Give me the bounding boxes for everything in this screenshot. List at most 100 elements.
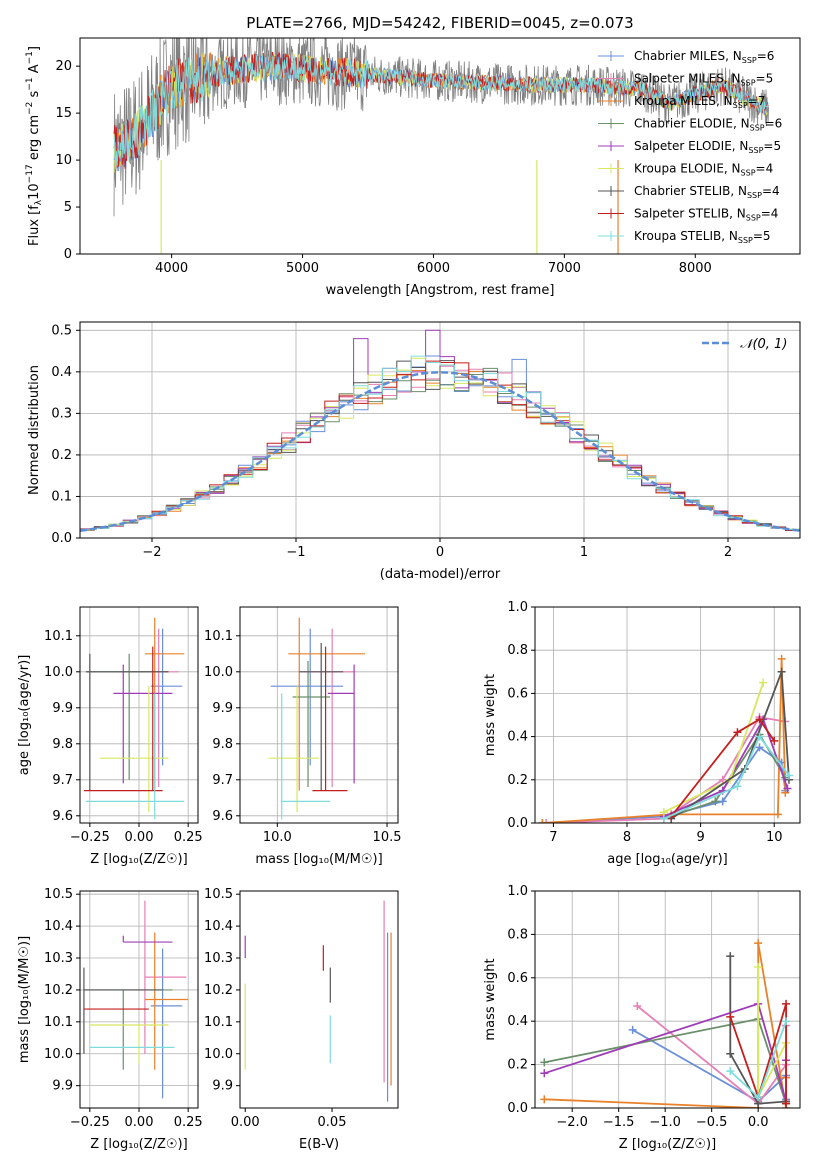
p5-x-tick-label: 10 bbox=[766, 830, 783, 845]
weight-marker-kroupa-stelib bbox=[755, 732, 764, 741]
weight-marker-kroupa-stelib bbox=[784, 771, 793, 780]
weight-line-salpeter-stelib bbox=[670, 718, 775, 818]
histogram-y-axis-label: Normed distribution bbox=[27, 365, 42, 495]
p8-x-tick-label: 0.0 bbox=[748, 1115, 769, 1130]
p5-y-tick-label: 1.0 bbox=[507, 600, 528, 615]
p5-x-tick-label: 7 bbox=[549, 830, 557, 845]
p6-x-tick-label: 0.25 bbox=[174, 1115, 203, 1130]
residual-histogram-panel: −2 −1 0 1 2 0.0 0.1 0.2 0.3 0.4 0.5 (data-model)/e… bbox=[27, 321, 801, 582]
p4-y-tick-label: 9.8 bbox=[212, 737, 233, 752]
spectrum-axes-frame bbox=[79, 37, 801, 255]
p4-y-tick-label: 9.9 bbox=[212, 701, 233, 716]
p8-y-tick-label: 0.8 bbox=[507, 927, 528, 942]
p7-marks bbox=[244, 900, 392, 1102]
p8-y-tick-label: 0.6 bbox=[507, 971, 528, 986]
weight-line-salpeter-miles bbox=[545, 716, 786, 823]
spectrum-y-tick-label: 20 bbox=[55, 59, 72, 74]
weight-line-salpeter-stelib bbox=[729, 1003, 787, 1104]
p8-x-tick-label: −1.0 bbox=[649, 1115, 681, 1130]
spectrum-x-tick-label: 6000 bbox=[417, 261, 450, 276]
legend-label-kroupa-stelib: Kroupa STELIB, NSSP=5 bbox=[634, 229, 771, 245]
weight-line-kroupa-stelib bbox=[663, 734, 790, 820]
p3-y-tick-label: 9.6 bbox=[52, 809, 73, 824]
p7-y-tick-label: 10.4 bbox=[204, 919, 233, 934]
weight-vs-age-panel: 7 8 9 10 0.0 0.2 0.4 0.6 0.8 1.0 age [log₁₀(age/yr… bbox=[483, 600, 801, 867]
legend-label-salpeter-stelib: Salpeter STELIB, NSSP=4 bbox=[634, 207, 778, 223]
p4-axes-frame bbox=[239, 606, 399, 824]
p3-y-tick-label: 9.8 bbox=[52, 737, 73, 752]
p6-y-axis-label: mass [log₁₀(M/M☉)] bbox=[17, 936, 32, 1063]
p7-y-tick-label: 10.0 bbox=[204, 1047, 233, 1062]
p8-y-tick-label: 0.2 bbox=[507, 1058, 528, 1073]
weight-marker-kroupa-stelib bbox=[782, 1017, 791, 1026]
p7-y-tick-label: 10.5 bbox=[204, 887, 233, 902]
p6-y-tick-label: 9.9 bbox=[52, 1079, 73, 1094]
weight-marker-chabrier-miles bbox=[628, 1025, 637, 1034]
p5-y-tick-label: 0.4 bbox=[507, 730, 528, 745]
histogram-ticks: −2 −1 0 1 2 0.0 0.1 0.2 0.3 0.4 0.5 bbox=[51, 323, 732, 560]
spectrum-y-tick-label: 10 bbox=[55, 153, 72, 168]
p8-y-tick-label: 0.4 bbox=[507, 1014, 528, 1029]
weight-marker-salpeter-stelib bbox=[733, 728, 742, 737]
weight-marker-kroupa-miles bbox=[773, 810, 782, 819]
weight-marker-salpeter-stelib bbox=[755, 715, 764, 724]
weight-marker-kroupa-miles bbox=[781, 788, 790, 797]
spectrum-title: PLATE=2766, MJD=54242, FIBERID=0045, z=0… bbox=[246, 14, 633, 32]
p3-y-tick-label: 10.1 bbox=[44, 629, 73, 644]
p5-marks bbox=[538, 654, 793, 823]
p8-y-tick-label: 1.0 bbox=[507, 884, 528, 899]
p6-marks bbox=[83, 900, 189, 1099]
p7-y-tick-label: 10.1 bbox=[204, 1015, 233, 1030]
p7-y-tick-label: 10.2 bbox=[204, 983, 233, 998]
histogram-x-tick-label: −1 bbox=[286, 545, 305, 560]
spectrum-y-tick-label: 15 bbox=[55, 106, 72, 121]
spectrum-traces bbox=[113, 38, 769, 254]
histogram-x-tick-label: 1 bbox=[580, 545, 588, 560]
histogram-salpeter-elodie bbox=[80, 329, 800, 531]
p6-y-tick-label: 10.0 bbox=[44, 1047, 73, 1062]
age-vs-metallicity-panel: −0.25 0.00 0.25 9.6 9.7 9.8 9.9 10.0 10.1 Z [log₁… bbox=[17, 606, 203, 867]
p4-x-tick-label: 10.0 bbox=[263, 830, 292, 845]
weight-marker-salpeter-stelib bbox=[782, 1099, 791, 1108]
p3-y-tick-label: 10.0 bbox=[44, 665, 73, 680]
p3-y-tick-label: 9.9 bbox=[52, 701, 73, 716]
histogram-x-tick-label: 2 bbox=[724, 545, 732, 560]
weight-marker-kroupa-stelib bbox=[726, 1067, 735, 1076]
weight-marker-salpeter-miles bbox=[542, 819, 551, 823]
histogram-x-tick-label: −2 bbox=[142, 545, 161, 560]
p5-y-tick-label: 0.6 bbox=[507, 686, 528, 701]
legend-label-chabrier-miles: Chabrier MILES, NSSP=6 bbox=[634, 49, 774, 65]
p7-y-tick-label: 10.3 bbox=[204, 951, 233, 966]
weight-marker-salpeter-miles bbox=[633, 1002, 642, 1011]
p3-y-tick-label: 9.7 bbox=[52, 773, 73, 788]
weight-marker-kroupa-stelib bbox=[659, 814, 668, 823]
p8-x-tick-label: −1.5 bbox=[603, 1115, 635, 1130]
p5-x-tick-label: 8 bbox=[623, 830, 631, 845]
p8-marks bbox=[540, 939, 791, 1108]
p4-marks bbox=[268, 617, 366, 820]
spectrum-legend: Chabrier MILES, NSSP=6 Salpeter MILES, NS… bbox=[598, 49, 782, 245]
p4-y-tick-label: 9.7 bbox=[212, 773, 233, 788]
spectrum-x-tick-label: 7000 bbox=[548, 261, 581, 276]
p3-y-axis-label: age [log₁₀(age/yr)] bbox=[17, 655, 32, 776]
weight-marker-chabrier-stelib bbox=[726, 1049, 735, 1058]
weight-marker-kroupa-miles bbox=[754, 939, 763, 948]
p4-x-axis-label: mass [log₁₀(M/M☉)] bbox=[255, 852, 382, 867]
histogram-steps bbox=[80, 329, 800, 532]
weight-marker-kroupa-elodie bbox=[754, 962, 763, 971]
spectrum-ticks: 4000 5000 6000 7000 8000 0 5 10 15 20 bbox=[55, 59, 711, 276]
mass-vs-ebv-panel: 0.00 0.05 9.9 10.0 10.1 10.2 10.3 10.4 10.5 E(B-V… bbox=[204, 887, 399, 1152]
weight-marker-salpeter-elodie bbox=[783, 784, 792, 793]
gaussian-curve bbox=[80, 371, 800, 532]
p5-y-tick-label: 0.2 bbox=[507, 773, 528, 788]
weight-marker-salpeter-stelib bbox=[770, 736, 779, 745]
histogram-salpeter-stelib bbox=[80, 360, 800, 531]
spectrum-y-tick-label: 5 bbox=[64, 200, 72, 215]
weight-marker-salpeter-elodie bbox=[540, 1069, 549, 1078]
histogram-kroupa-stelib bbox=[80, 355, 800, 531]
weight-line-chabrier-stelib bbox=[729, 956, 787, 1105]
p5-axes-frame bbox=[534, 606, 801, 824]
p6-x-tick-label: −0.25 bbox=[70, 1115, 110, 1130]
spectrum-x-tick-label: 4000 bbox=[155, 261, 188, 276]
histogram-x-axis-label: (data-model)/error bbox=[380, 567, 501, 582]
